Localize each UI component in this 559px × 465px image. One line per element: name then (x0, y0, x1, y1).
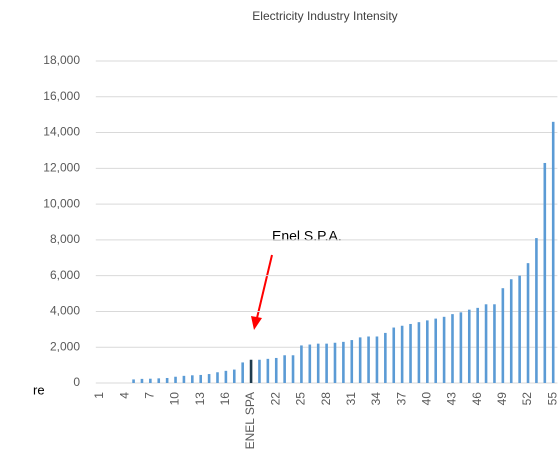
y-tick-label: 18,000 (43, 53, 80, 67)
bar (232, 369, 236, 383)
y-tick-label: 8,000 (50, 232, 80, 246)
x-tick-label: 49 (495, 392, 509, 406)
bar (283, 355, 286, 383)
bar (249, 359, 253, 383)
x-tick-label: 37 (394, 392, 408, 406)
bar (140, 378, 144, 383)
bar (467, 309, 471, 383)
clipped-text: re (33, 382, 45, 397)
bar (476, 307, 479, 383)
bar (165, 377, 169, 383)
y-tick-label: 6,000 (50, 268, 80, 282)
bar (157, 378, 161, 383)
bar (426, 320, 429, 383)
bar (484, 304, 488, 383)
y-tick-label: 10,000 (43, 196, 80, 210)
bar (400, 325, 404, 383)
bar (459, 312, 463, 383)
arrow-head (251, 316, 262, 330)
y-tick-label: 14,000 (43, 125, 80, 139)
bar (258, 359, 261, 383)
bar (216, 372, 219, 383)
bar (451, 314, 454, 383)
annotation-arrow (256, 254, 273, 319)
x-tick-label: 31 (344, 392, 358, 406)
bar (392, 327, 396, 383)
x-tick-label: 34 (369, 392, 383, 406)
x-tick-label: 52 (520, 392, 534, 406)
bar (384, 332, 387, 383)
bar (375, 336, 379, 383)
x-tick-label: 13 (193, 392, 207, 406)
bar (300, 345, 303, 383)
bar (501, 288, 505, 383)
bar (325, 343, 328, 383)
x-tick-label: 16 (218, 392, 232, 406)
bar (241, 362, 244, 383)
bar (518, 275, 521, 383)
bar (442, 316, 446, 383)
bar (434, 318, 438, 383)
x-tick-label: 46 (470, 392, 484, 406)
y-tick-label: 0 (73, 375, 80, 389)
y-tick-label: 16,000 (43, 89, 80, 103)
bar (149, 378, 152, 383)
y-tick-label: 12,000 (43, 161, 80, 175)
x-tick-label: 4 (117, 392, 131, 399)
x-tick-label: 55 (545, 392, 559, 406)
bar (358, 337, 362, 383)
x-tick-label: 40 (419, 392, 433, 406)
bar (291, 355, 295, 383)
x-tick-label: ENEL SPA (243, 392, 257, 449)
x-tick-label: 10 (168, 392, 182, 406)
bar (308, 344, 312, 383)
bar (274, 357, 278, 383)
bar (333, 342, 337, 383)
chart-title: Electricity Industry Intensity (252, 9, 397, 23)
bar (342, 341, 345, 383)
bar (526, 263, 530, 383)
annotation: Enel S.P.A. (272, 228, 342, 244)
x-tick-label: 28 (319, 392, 333, 406)
bar (266, 358, 270, 383)
bar (535, 238, 538, 383)
bar (174, 376, 177, 383)
bar (191, 375, 194, 383)
bar (367, 336, 370, 383)
x-tick-label: 22 (268, 392, 282, 406)
bar (509, 279, 513, 383)
bar (224, 370, 228, 383)
bar (182, 375, 186, 383)
x-tick-label: 25 (294, 392, 308, 406)
bar (350, 340, 354, 383)
bar (199, 374, 203, 383)
y-tick-label: 2,000 (50, 339, 80, 353)
x-tick-label: 7 (143, 392, 157, 399)
bar (551, 121, 555, 384)
x-tick-label: 43 (445, 392, 459, 406)
bar (316, 343, 320, 383)
bar (132, 379, 135, 383)
bar (543, 162, 547, 383)
bar (207, 374, 211, 383)
bar (409, 323, 412, 383)
bar (493, 304, 496, 383)
y-tick-label: 4,000 (50, 304, 80, 318)
x-tick-label: 1 (92, 392, 106, 399)
bar (417, 322, 421, 383)
